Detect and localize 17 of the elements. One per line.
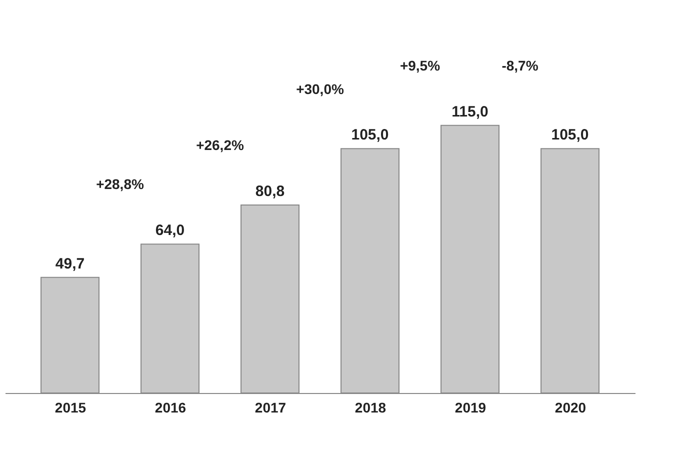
data-label: 80,8 (255, 182, 285, 200)
x-tick-label: 2015 (54, 400, 86, 416)
annotation: +28,8% (96, 176, 144, 192)
x-tick-label: 2018 (354, 400, 386, 416)
text: +9,5% (400, 58, 441, 74)
data-label: 49,7 (55, 255, 85, 272)
text: -8,7% (502, 58, 539, 74)
x-tick-label: 2019 (454, 400, 486, 416)
data-label: 105,0 (351, 126, 389, 144)
data-label: 64,0 (155, 222, 185, 240)
data-label: 115,0 (452, 103, 488, 120)
text: +30,0% (296, 80, 344, 97)
data-label: 105,0 (551, 126, 589, 144)
annotation: +26,2% (196, 137, 244, 154)
x-tick-label: 2017 (254, 400, 286, 416)
x-tick-label: 2016 (154, 400, 186, 416)
x-tick-label: 2020 (554, 400, 586, 416)
